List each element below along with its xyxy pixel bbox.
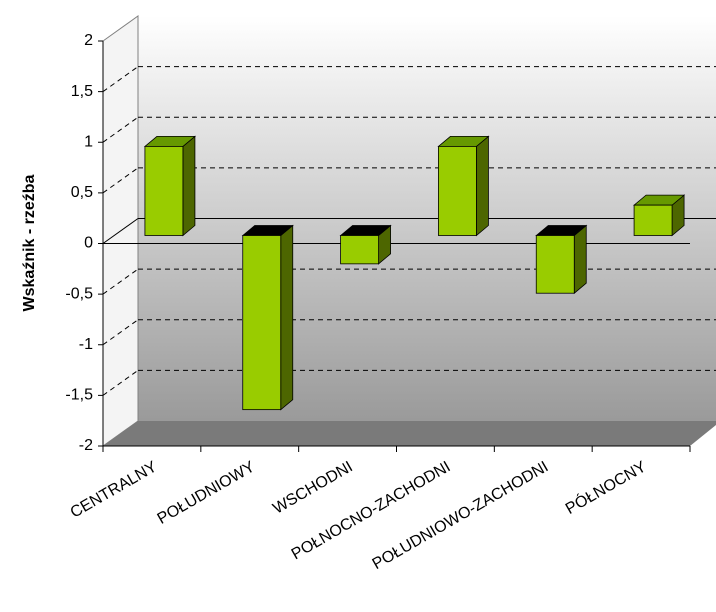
side-grid-line: [102, 116, 139, 143]
y-tick-label: 1: [84, 133, 93, 150]
bar: [633, 204, 673, 236]
side-grid-line: [102, 167, 139, 194]
x-tick-label: POŁUDNIOWO-ZACHODNI: [370, 458, 552, 573]
y-tick-label: -1: [79, 336, 93, 353]
bar-side: [280, 224, 294, 411]
y-tick-label: -0,5: [65, 285, 93, 302]
x-tick-label: WSCHODNI: [270, 458, 355, 517]
x-tick-label: POŁUDNIOWY: [155, 458, 258, 528]
x-tick-label: POŁNOCNO-ZACHODNI: [289, 458, 454, 563]
side-grid-line: [102, 66, 139, 93]
side-grid-line: [102, 319, 139, 346]
y-tick-label: -1,5: [65, 387, 93, 404]
y-axis-title: Wskaźnik - rzeźba: [21, 174, 38, 311]
y-tick-label: 2: [84, 32, 93, 49]
floor: [103, 421, 716, 446]
y-tick-label: 1,5: [71, 83, 93, 100]
bar-side: [476, 135, 489, 237]
y-tick-label: -2: [79, 437, 93, 454]
bar: [438, 145, 477, 236]
bar: [340, 235, 379, 265]
x-tick-label: PÓŁNOCNY: [562, 456, 650, 518]
bar: [144, 145, 184, 236]
x-tick-label: CENTRALNY: [68, 458, 161, 521]
y-tick-label: 0: [84, 235, 93, 252]
bar: [535, 235, 575, 294]
side-grid-line: [102, 218, 139, 244]
side-grid-line: [102, 268, 139, 295]
bar-side: [573, 224, 587, 295]
side-grid-line: [102, 369, 139, 396]
bar: [242, 235, 282, 411]
bar-side: [182, 135, 196, 237]
y-tick-label: 0,5: [71, 184, 93, 201]
